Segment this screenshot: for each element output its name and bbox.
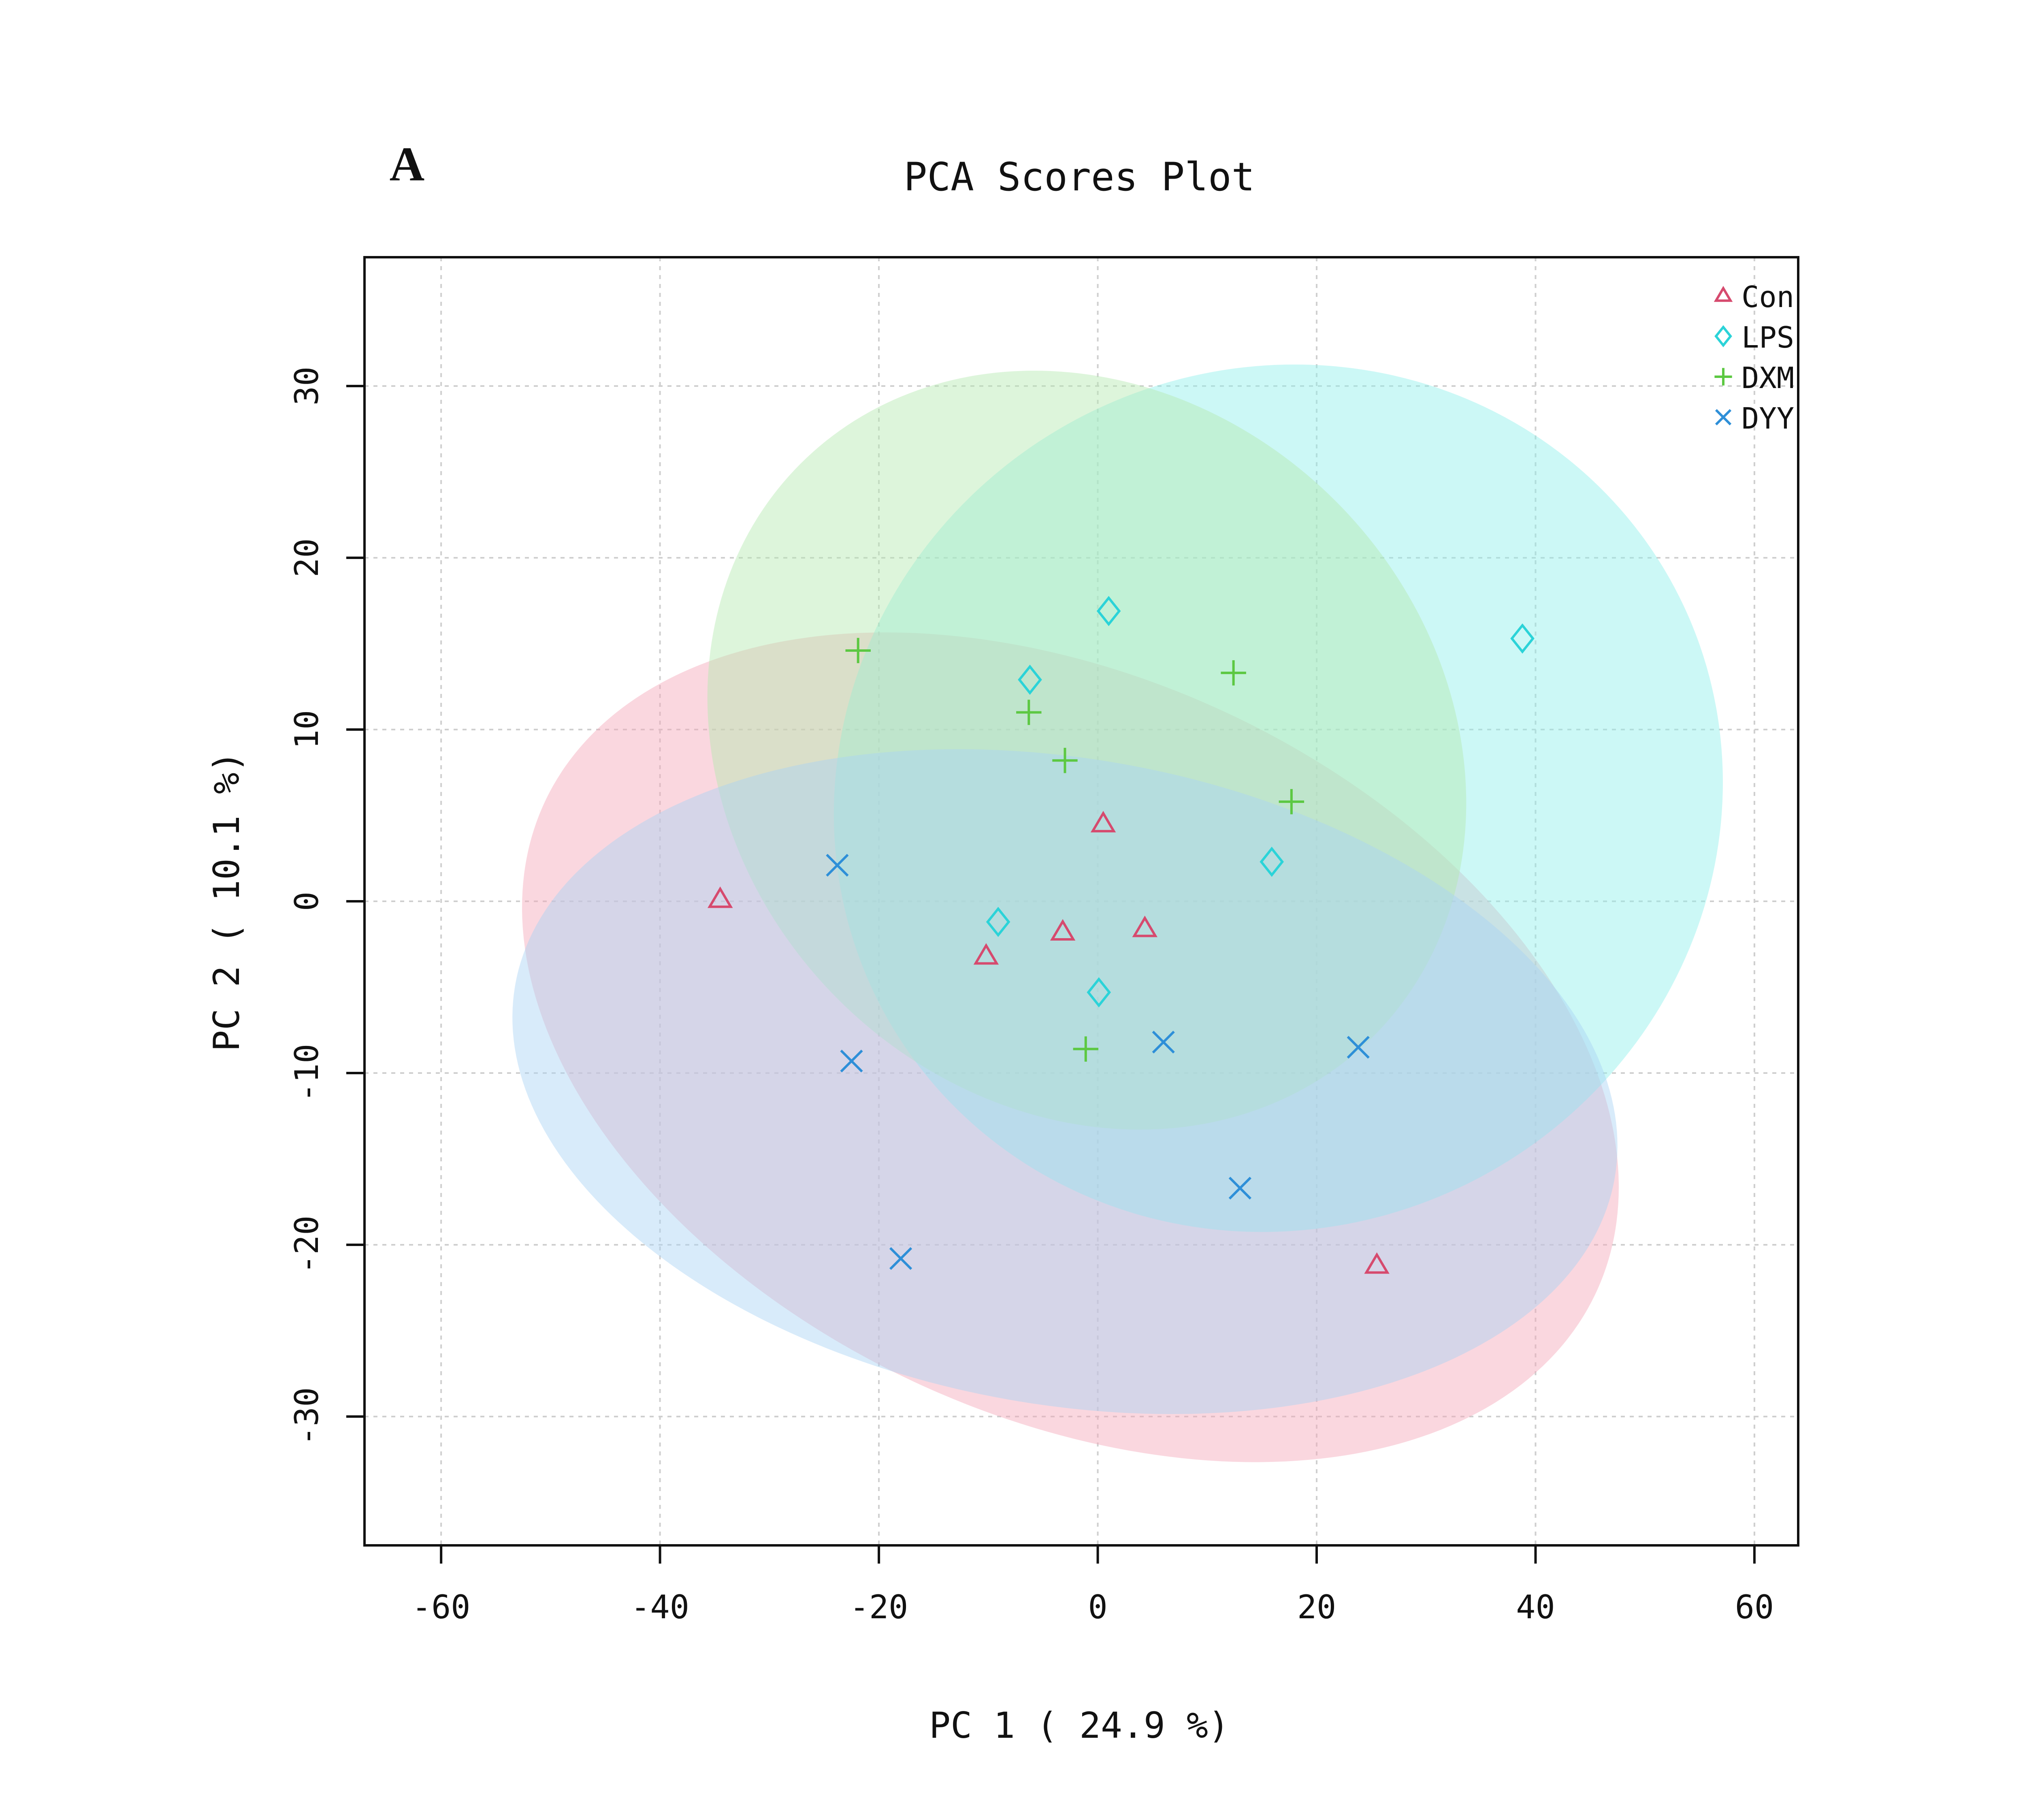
point-lps	[1096, 596, 1121, 626]
x-tick-label: 0	[1088, 1588, 1107, 1626]
data-points	[707, 596, 1535, 1274]
point-con	[1050, 919, 1076, 941]
point-lps	[1018, 664, 1042, 695]
x-tick-label: 40	[1516, 1588, 1555, 1626]
axis-ticks: -60 -40 -20 0 20 40 60 -30 -20 -10 0 10 20 30	[288, 367, 1774, 1626]
y-tick-label: -10	[288, 1044, 326, 1103]
point-lps	[1260, 847, 1284, 877]
y-tick-label: 0	[288, 892, 326, 911]
x-tick-label: 20	[1297, 1588, 1336, 1626]
point-dxm	[1279, 789, 1305, 815]
point-dxm	[1221, 660, 1246, 686]
point-dyy	[1152, 1031, 1175, 1054]
legend: Con LPS DXM DYY	[1714, 280, 1794, 435]
grid	[364, 257, 1798, 1545]
y-tick-label: -30	[288, 1387, 326, 1446]
point-dxm	[1052, 748, 1078, 773]
point-con	[973, 943, 999, 965]
y-axis-label: PC 2 ( 10.1 %)	[206, 751, 247, 1052]
point-dyy	[1228, 1176, 1251, 1200]
point-con	[707, 886, 733, 908]
point-dxm	[1073, 1036, 1099, 1062]
confidence-ellipses	[512, 364, 1723, 1462]
point-con	[1090, 811, 1116, 832]
ellipse-con	[522, 632, 1619, 1462]
point-dyy	[889, 1247, 912, 1270]
x-tick-label: -40	[631, 1588, 689, 1626]
panel-label: A	[390, 137, 425, 191]
point-dyy	[840, 1050, 863, 1073]
ellipse-lps	[833, 364, 1723, 1232]
x-tick-label: -20	[850, 1588, 908, 1626]
point-dyy	[826, 853, 849, 877]
legend-marker-dyy	[1715, 409, 1732, 426]
legend-label-dxm: DXM	[1742, 361, 1794, 395]
ellipse-dyy	[512, 749, 1618, 1414]
point-lps	[1510, 623, 1535, 654]
legend-label-dyy: DYY	[1742, 401, 1794, 435]
point-lps	[1087, 977, 1111, 1008]
legend-marker-dxm	[1714, 368, 1732, 386]
point-dxm	[845, 638, 871, 664]
x-tick-label: 60	[1735, 1588, 1774, 1626]
legend-marker-con	[1714, 286, 1733, 302]
x-tick-label: -60	[412, 1588, 471, 1626]
point-con	[1364, 1252, 1390, 1274]
chart-title: PCA Scores Plot	[904, 154, 1255, 200]
y-tick-label: -20	[288, 1216, 326, 1274]
point-dyy	[1347, 1036, 1370, 1059]
y-tick-label: 30	[288, 367, 326, 405]
legend-label-lps: LPS	[1742, 320, 1794, 354]
y-tick-label: 20	[288, 538, 326, 577]
point-lps	[986, 907, 1010, 937]
legend-marker-lps	[1714, 325, 1732, 348]
y-tick-label: 10	[288, 710, 326, 749]
ellipse-dxm	[707, 371, 1467, 1130]
legend-label-con: Con	[1742, 280, 1794, 314]
x-axis-label: PC 1 ( 24.9 %)	[929, 1705, 1230, 1746]
point-con	[1132, 915, 1157, 937]
point-dxm	[1016, 700, 1042, 725]
